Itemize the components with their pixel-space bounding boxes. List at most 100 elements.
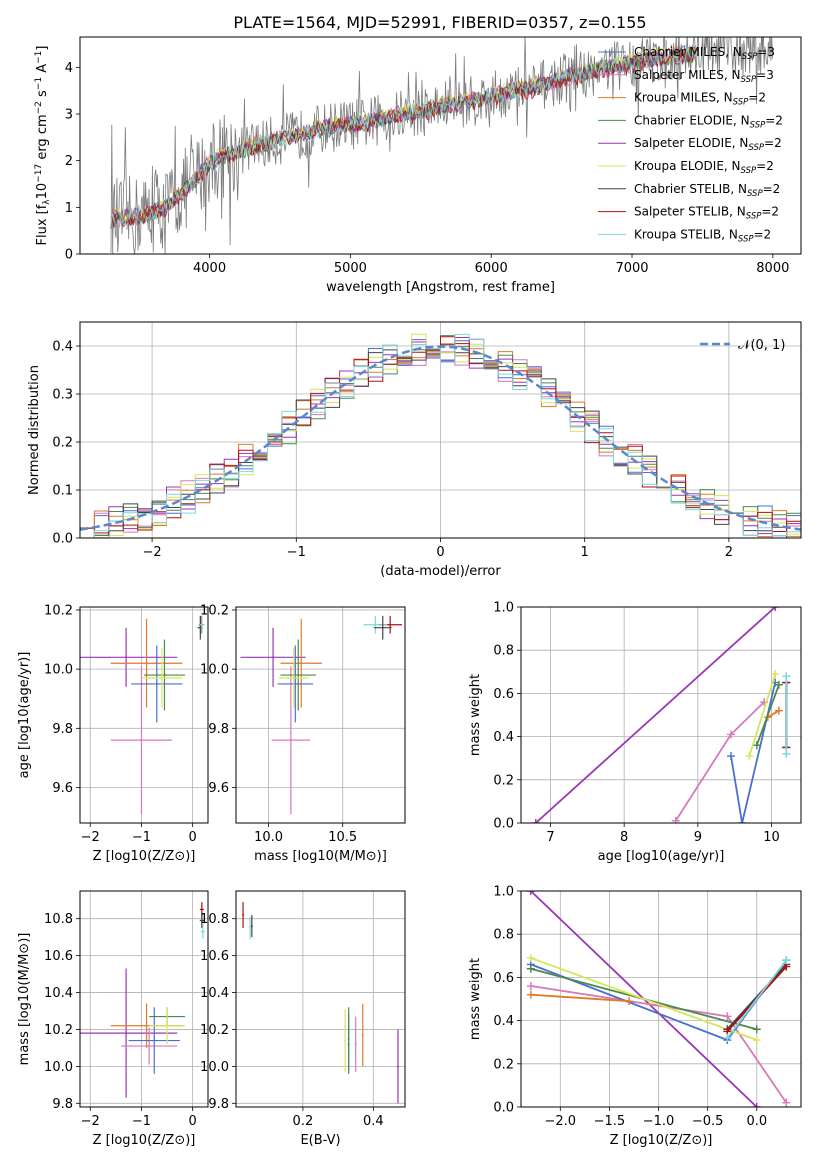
plot-area: [521, 607, 801, 823]
weight-marker: [752, 741, 761, 750]
histogram-4: [80, 337, 801, 538]
y-tick-label: 10.4: [44, 986, 73, 1001]
data-point: [155, 682, 158, 685]
weight-marker: [782, 956, 791, 965]
data-point: [354, 1043, 357, 1046]
y-tick-label: 10.8: [44, 912, 73, 927]
data-point: [344, 1039, 347, 1042]
weight-marker: [752, 1025, 761, 1034]
legend-label-7: Salpeter STELIB, NSSP=2: [634, 205, 779, 222]
x-tick-label: −2: [81, 830, 100, 845]
y-tick-label: 0.8: [493, 928, 514, 943]
data-point: [396, 1065, 399, 1068]
weight-line: [726, 959, 788, 1039]
x-axis-label: E(B-V): [300, 1133, 340, 1148]
weight-line: [726, 963, 787, 1030]
x-tick-label: −1: [132, 1114, 151, 1129]
legend-label-5: Kroupa ELODIE, NSSP=2: [634, 159, 774, 176]
x-tick-label: 0: [188, 830, 196, 845]
x-tick-label: 8: [620, 830, 628, 845]
y-tick-label: 0.6: [493, 687, 514, 702]
y-tick-label: 10.2: [44, 1023, 73, 1038]
plot-area: [80, 891, 208, 1107]
histogram-8: [80, 333, 801, 538]
weight-marker: [723, 1012, 732, 1021]
y-tick-label: 3: [65, 108, 73, 123]
x-axis-label: Z [log10(Z/Z⊙)]: [93, 1133, 196, 1148]
y-tick-label: 10.0: [200, 1060, 229, 1075]
data-point: [145, 1024, 148, 1027]
data-point: [300, 662, 303, 665]
weight-marker: [774, 706, 783, 715]
panel-age_vs_mass: 10.0 10.5 9.6 9.8 10.0 10.2 mass [log10(M/M⊙)]: [200, 603, 406, 864]
axes-frame: [79, 606, 209, 824]
x-tick-label: −1.0: [643, 1114, 675, 1129]
weight-marker: [531, 819, 540, 823]
plot-area: [80, 322, 801, 538]
weight-line: [535, 607, 776, 823]
plot-area: [236, 607, 405, 823]
y-tick-label: 9.8: [52, 1097, 73, 1112]
weight-marker: [782, 1098, 791, 1107]
x-tick-label: 7: [546, 830, 554, 845]
data-point: [250, 925, 253, 928]
data-point: [201, 930, 204, 933]
y-tick-label: 0.0: [493, 817, 514, 832]
weight-marker: [526, 891, 535, 895]
y-tick-label: 4: [65, 61, 73, 76]
x-tick-label: 8000: [756, 261, 789, 276]
y-tick-label: 10.2: [200, 603, 229, 618]
y-tick-label: 0.2: [493, 773, 514, 788]
data-point: [200, 919, 203, 922]
data-point: [294, 682, 297, 685]
legend-label-2: Kroupa MILES, NSSP=2: [634, 91, 766, 108]
weight-line: [755, 684, 780, 746]
data-point: [200, 908, 203, 911]
y-tick-label: 0.1: [52, 484, 73, 499]
weight-line: [530, 993, 630, 1003]
panel-weight_vs_age: 7 8 9 10 0.0 0.2 0.4 0.6 0.8 1.0 age [log10(age/yr…: [468, 601, 802, 864]
x-tick-label: 9: [694, 830, 702, 845]
weight-marker: [774, 680, 783, 689]
y-axis-label: age [log10(age/yr)]: [17, 652, 32, 779]
weight-marker: [625, 997, 634, 1006]
panel-age_vs_Z: −2 −1 0 9.6 9.8 10.0 10.2 Z [log10(Z/Z⊙)] age [l…: [17, 603, 209, 864]
y-tick-label: 10.0: [44, 663, 73, 678]
x-tick-label: 7000: [615, 261, 648, 276]
y-tick-label: 9.6: [208, 781, 229, 796]
weight-line: [674, 701, 765, 822]
y-tick-label: 10.2: [200, 1023, 229, 1038]
x-tick-label: −1.5: [594, 1114, 626, 1129]
y-tick-label: 1: [65, 201, 73, 216]
x-tick-label: 0: [188, 1114, 196, 1129]
data-point: [153, 1039, 156, 1042]
x-tick-label: −1: [132, 830, 151, 845]
x-tick-label: 10: [763, 830, 780, 845]
x-axis-label: Z [log10(Z/Z⊙)]: [93, 849, 196, 864]
normal-curve: [80, 345, 801, 531]
data-point: [148, 1045, 151, 1048]
x-axis-label: Z [log10(Z/Z⊙)]: [610, 1133, 713, 1148]
y-tick-label: 0: [65, 248, 73, 263]
x-tick-label: 0: [436, 545, 444, 560]
y-tick-label: 0.3: [52, 388, 73, 403]
data-point: [289, 739, 292, 742]
y-tick-label: 0.0: [52, 532, 73, 547]
plot-area: [110, 37, 773, 254]
x-tick-label: 10.5: [328, 830, 357, 845]
weight-marker: [727, 730, 735, 739]
x-tick-label: 4000: [193, 261, 226, 276]
axes-frame: [235, 890, 406, 1108]
data-point: [163, 674, 166, 677]
x-tick-label: −2.0: [545, 1114, 577, 1129]
y-tick-label: 9.8: [208, 722, 229, 737]
y-tick-label: 9.8: [52, 722, 73, 737]
data-point: [145, 662, 148, 665]
legend-label-4: Salpeter ELODIE, NSSP=2: [634, 136, 782, 153]
weight-marker: [752, 1103, 761, 1107]
weight-marker: [526, 953, 535, 962]
x-tick-label: 2: [725, 545, 733, 560]
model-spectrum-8: [110, 46, 696, 228]
panel-spectrum: 4000 5000 6000 7000 8000 0 1 2 3 4 wavelength [Ang…: [34, 36, 802, 295]
